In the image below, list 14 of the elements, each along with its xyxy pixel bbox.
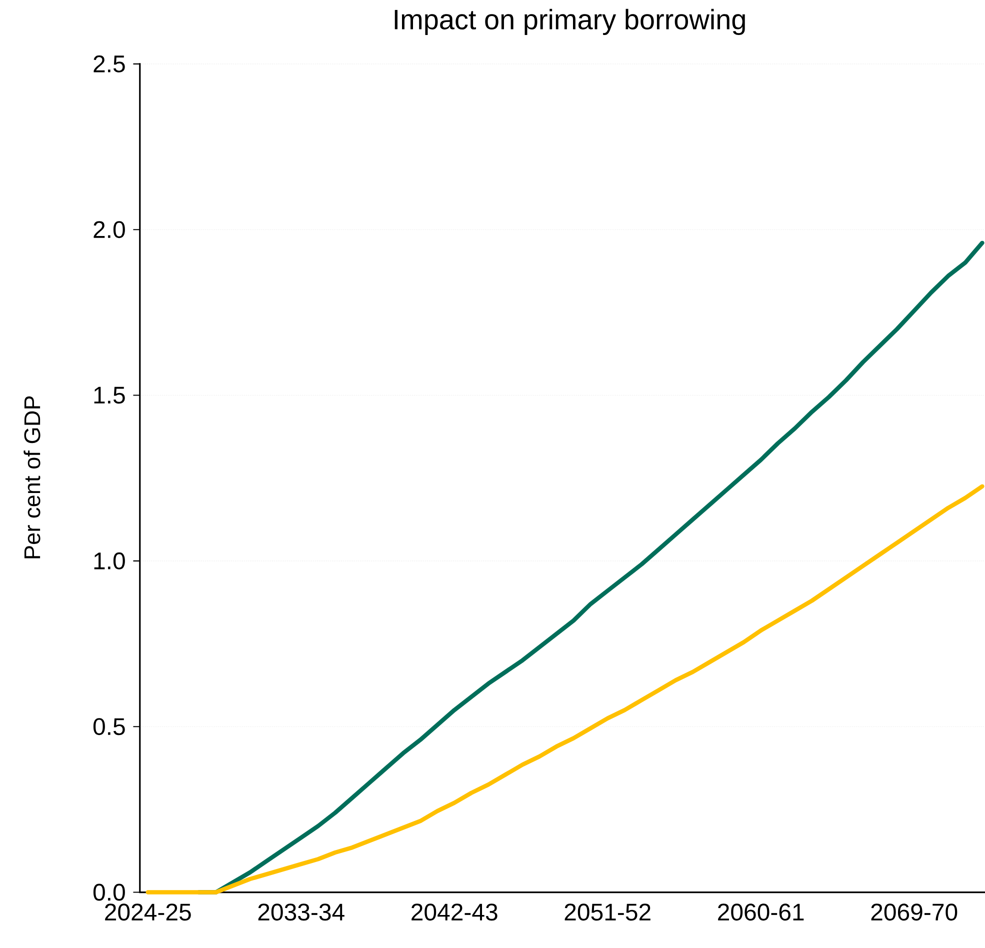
x-tick-label: 2060-61 [718,904,804,920]
x-tick-label: 2042-43 [412,904,498,920]
x-tick-label: 2051-52 [564,904,650,920]
y-tick-label: 2.0 [94,220,125,238]
x-tick-label: 2069-70 [871,904,958,920]
y-tick-label: 2.5 [94,55,125,72]
x-tick-label: 2033-34 [258,904,344,920]
chart-title: Impact on primary borrowing [394,8,745,35]
y-axis-title: Per cent of GDP [24,396,40,558]
y-tick-label: 1.0 [94,552,125,570]
y-tick-label: 0.5 [93,718,125,735]
y-tick-label: 1.5 [94,386,125,404]
x-tick-label: 2024-25 [105,904,191,920]
y-tick-label: 0.0 [93,884,125,901]
